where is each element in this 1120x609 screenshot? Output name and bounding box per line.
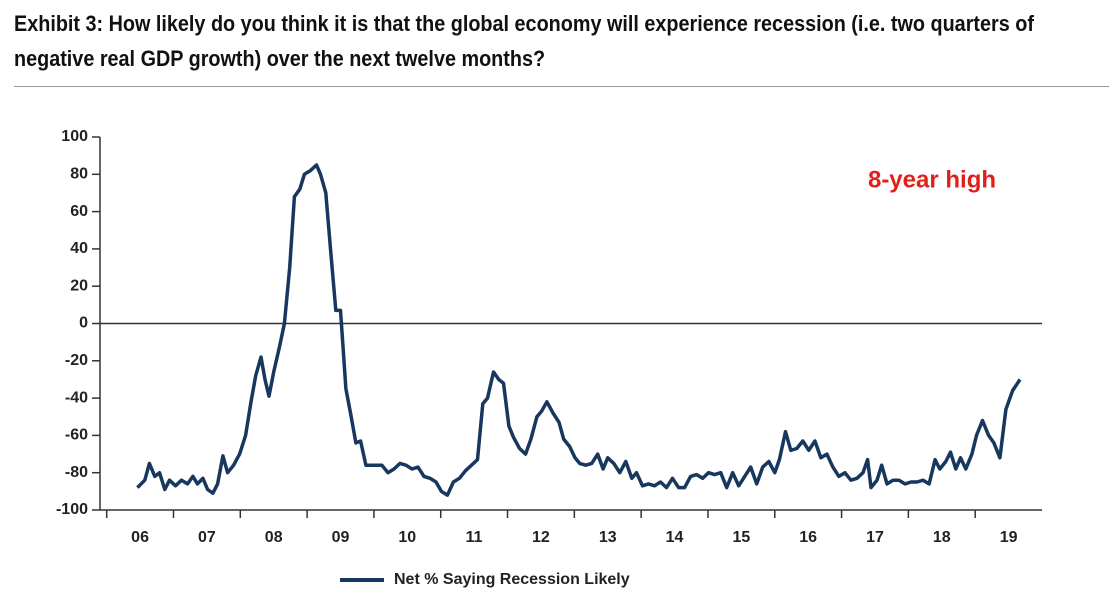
x-tick-label: 09 bbox=[332, 529, 350, 546]
x-tick-label: 14 bbox=[666, 529, 684, 546]
y-tick-label: -80 bbox=[65, 464, 88, 481]
x-tick-label: 16 bbox=[799, 529, 817, 546]
y-tick-label: 20 bbox=[70, 277, 88, 294]
y-tick-label: 80 bbox=[70, 166, 88, 183]
x-tick-label: 10 bbox=[398, 529, 416, 546]
y-tick-label: -40 bbox=[65, 389, 88, 406]
x-tick-label: 17 bbox=[866, 529, 884, 546]
x-tick-label: 08 bbox=[265, 529, 283, 546]
annotation: 8-year high bbox=[868, 166, 996, 193]
series-line bbox=[136, 163, 1022, 497]
y-tick-label: 100 bbox=[61, 128, 88, 145]
x-tick-label: 19 bbox=[1000, 529, 1018, 546]
y-tick-label: -60 bbox=[65, 427, 88, 444]
y-tick-label: 60 bbox=[70, 203, 88, 220]
y-tick-label: -20 bbox=[65, 352, 88, 369]
title-rule bbox=[14, 86, 1109, 87]
x-tick-label: 15 bbox=[732, 529, 750, 546]
y-tick-label: 0 bbox=[79, 315, 88, 332]
y-tick-label: -100 bbox=[56, 501, 88, 518]
y-tick-label: 40 bbox=[70, 240, 88, 257]
x-tick-label: 07 bbox=[198, 529, 216, 546]
x-tick-label: 06 bbox=[131, 529, 149, 546]
x-tick-label: 18 bbox=[933, 529, 951, 546]
chart-title: Exhibit 3: How likely do you think it is… bbox=[14, 11, 1034, 71]
x-tick-label: 12 bbox=[532, 529, 550, 546]
x-tick-label: 13 bbox=[599, 529, 617, 546]
legend-label: Net % Saying Recession Likely bbox=[394, 571, 630, 588]
x-tick-label: 11 bbox=[466, 529, 483, 546]
